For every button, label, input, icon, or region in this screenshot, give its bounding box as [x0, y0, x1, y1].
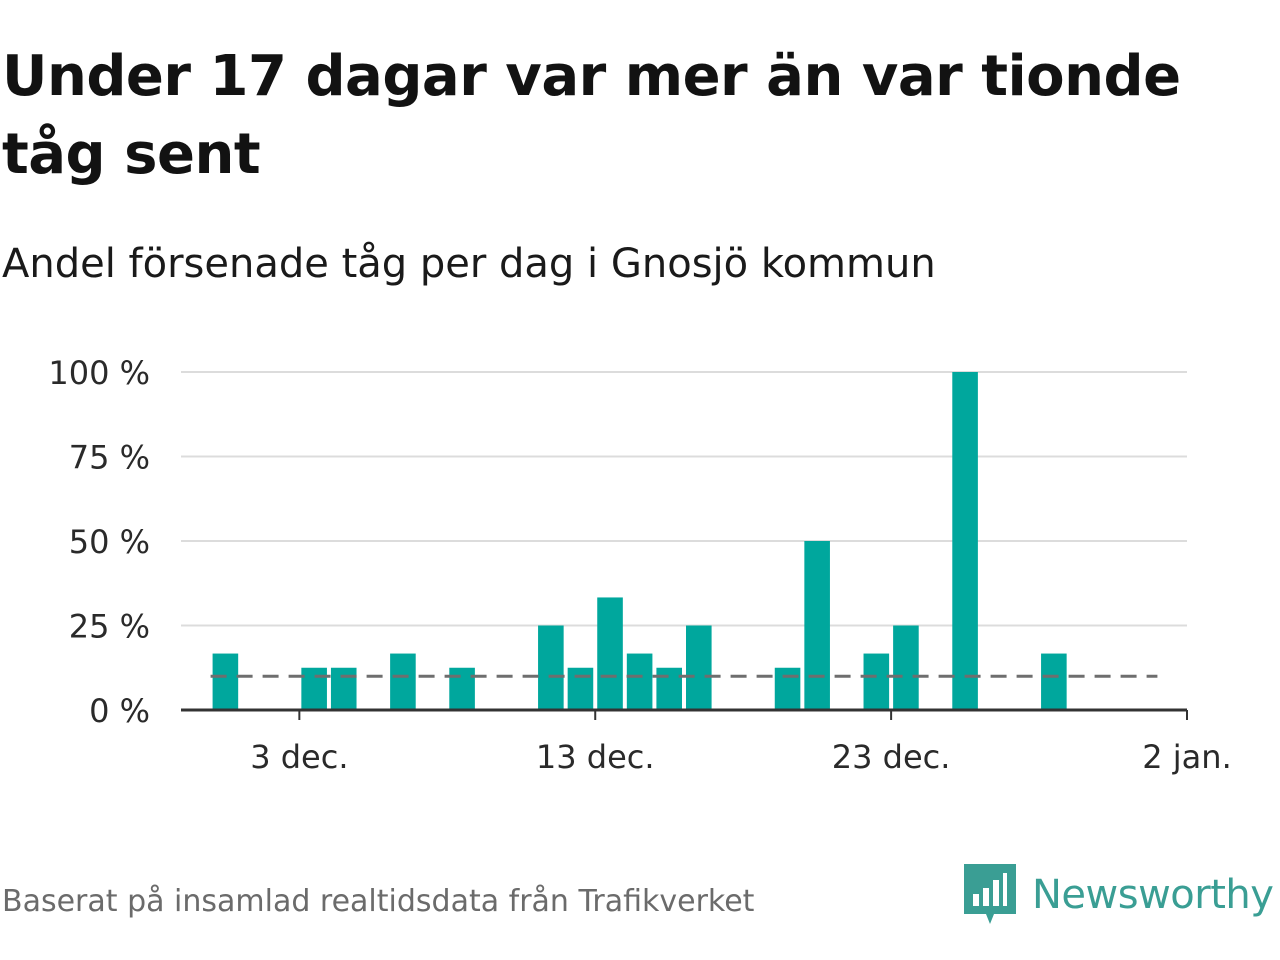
- bar-chart: 0 % 25 % 50 % 75 % 100 % 3 dec. 13 dec. 23 dec.…: [48, 354, 1231, 776]
- bar: [893, 625, 919, 710]
- y-tick-label: 0 %: [89, 692, 150, 730]
- bar: [626, 653, 653, 710]
- bar: [952, 372, 978, 710]
- bar: [212, 653, 239, 710]
- brand-name: Newsworthy: [1032, 872, 1274, 918]
- y-tick-label: 50 %: [69, 523, 150, 561]
- bar: [330, 667, 357, 710]
- x-tick-label: 23 dec.: [832, 738, 951, 776]
- y-tick-label: 25 %: [69, 608, 150, 646]
- y-tick-label: 100 %: [48, 354, 150, 392]
- bar: [656, 667, 682, 710]
- x-tick-label: 13 dec.: [536, 738, 655, 776]
- bar: [449, 667, 475, 710]
- bar: [686, 625, 712, 710]
- y-tick-label: 75 %: [69, 439, 150, 477]
- bar: [301, 667, 327, 710]
- bar: [863, 653, 890, 710]
- bar: [597, 597, 623, 710]
- x-tick-label: 2 jan.: [1142, 738, 1231, 776]
- bar: [390, 653, 416, 710]
- bar: [538, 625, 564, 710]
- x-tick-label: 3 dec.: [250, 738, 348, 776]
- source-note: Baserat på insamlad realtidsdata från Tr…: [2, 884, 755, 919]
- chart-title: Under 17 dagar var mer än var tionde tåg…: [2, 44, 1181, 187]
- bar: [804, 541, 830, 710]
- brand: Newsworthy: [964, 864, 1274, 926]
- newsworthy-logo-icon: [964, 864, 1016, 924]
- bar: [1041, 653, 1067, 710]
- bar: [774, 667, 801, 710]
- bar: [567, 667, 594, 710]
- chart-subtitle: Andel försenade tåg per dag i Gnosjö kom…: [2, 241, 936, 287]
